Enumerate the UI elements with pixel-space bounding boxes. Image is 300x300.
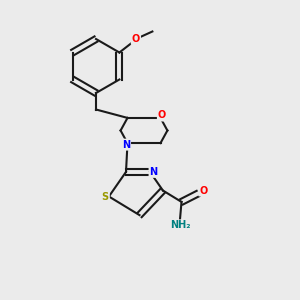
Text: S: S: [102, 191, 109, 202]
Text: N: N: [149, 167, 158, 177]
Text: O: O: [158, 110, 166, 121]
Text: N: N: [122, 140, 130, 150]
Text: O: O: [199, 185, 208, 196]
Text: O: O: [132, 34, 140, 44]
Text: NH₂: NH₂: [170, 220, 190, 230]
